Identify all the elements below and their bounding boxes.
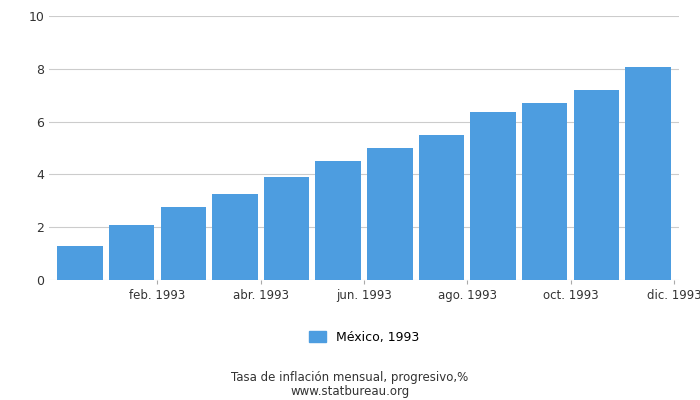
Bar [160, 207, 206, 280]
Bar [625, 68, 671, 280]
Bar [212, 194, 258, 280]
Bar [264, 177, 309, 280]
Bar [367, 148, 412, 280]
Text: Tasa de inflación mensual, progresivo,%: Tasa de inflación mensual, progresivo,% [232, 372, 468, 384]
Bar [574, 90, 619, 280]
Bar [419, 135, 464, 280]
Bar [470, 112, 516, 280]
Bar [57, 246, 103, 280]
Text: www.statbureau.org: www.statbureau.org [290, 385, 410, 398]
Bar [109, 224, 154, 280]
Legend: México, 1993: México, 1993 [309, 331, 419, 344]
Bar [316, 161, 361, 280]
Bar [522, 103, 568, 280]
